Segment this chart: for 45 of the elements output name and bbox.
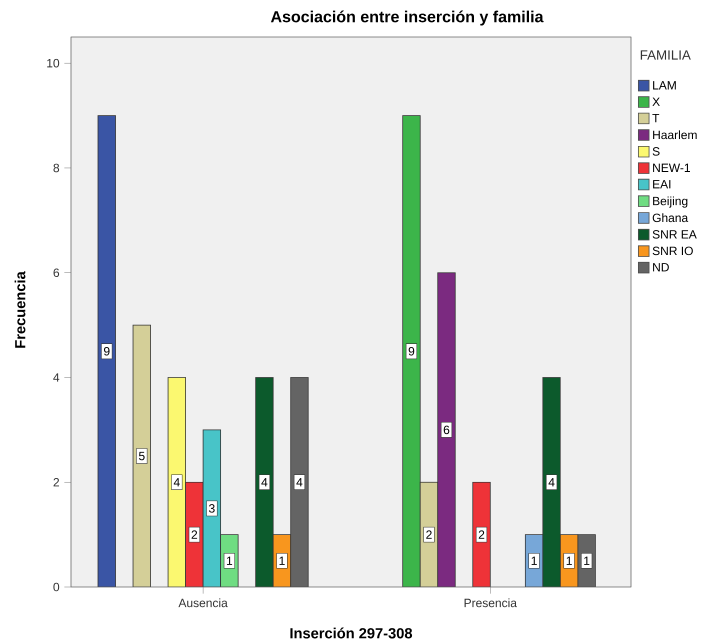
legend-label: S [652,147,660,156]
y-axis-title: Frecuencia [14,271,26,348]
data-label: 4 [548,478,555,486]
data-label: 2 [478,530,484,539]
bar [472,482,491,587]
legend-title: FAMILIA [640,50,691,60]
legend-label: SNR EA [652,230,697,239]
bar [255,377,274,587]
y-tick-label: 0 [53,582,60,592]
y-tick-label: 8 [53,164,60,172]
y-tick-label: 2 [54,478,60,486]
data-label: 4 [296,478,302,486]
data-label: 6 [444,426,450,434]
data-label: 1 [226,556,232,565]
chart-title: Asociación entre inserción y familia [270,10,544,26]
data-label: 4 [261,478,268,486]
data-label: 1 [280,556,285,565]
data-label: 2 [426,530,432,539]
legend-label: X [652,98,660,106]
y-tick-label: 10 [47,58,60,68]
legend-label: Haarlem [653,130,697,140]
legend-label: NEW-1 [653,164,690,172]
data-label: 1 [584,556,590,565]
legend-label: Beijing [653,196,688,208]
data-label: 9 [408,347,414,356]
data-label: 1 [566,556,572,565]
legend-label: T [652,114,660,122]
x-tick-label: Ausencia [178,598,228,608]
data-label: 5 [138,452,145,460]
legend-label: SNR IO [652,246,693,256]
data-label: 4 [174,478,180,486]
x-axis-title: Inserción 297-308 [290,628,412,638]
legend-label: ND [653,263,669,272]
data-label: 2 [192,530,198,539]
x-tick-label: Presencia [464,598,517,608]
y-tick-label: 6 [54,268,60,277]
legend-label: EAI [653,180,670,188]
legend-label: LAM [653,81,676,90]
bar [132,324,151,587]
data-label: 3 [208,504,215,513]
y-tick-label: 4 [53,373,60,382]
data-label: 9 [104,347,110,356]
bar [542,377,561,587]
legend-label: Ghana [652,213,688,222]
data-label: 1 [532,556,537,565]
